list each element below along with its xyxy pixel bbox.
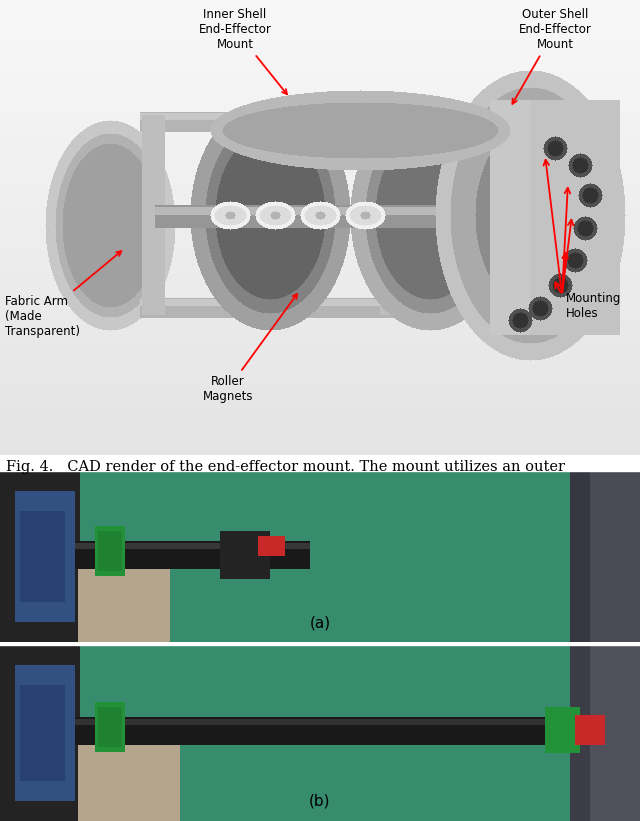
Text: Mounting
Holes: Mounting Holes <box>566 292 621 320</box>
Text: Outer Shell
End-Effector
Mount: Outer Shell End-Effector Mount <box>513 8 591 103</box>
Text: Fabric Arm
(Made
Transparent): Fabric Arm (Made Transparent) <box>5 251 122 338</box>
Text: (b): (b) <box>309 794 331 809</box>
Text: Inner Shell
End-Effector
Mount: Inner Shell End-Effector Mount <box>198 8 287 94</box>
Text: Roller
Magnets: Roller Magnets <box>203 294 297 403</box>
Text: Fig. 4.   CAD render of the end-effector mount. The mount utilizes an outer: Fig. 4. CAD render of the end-effector m… <box>6 460 565 474</box>
Text: (a): (a) <box>309 615 331 630</box>
